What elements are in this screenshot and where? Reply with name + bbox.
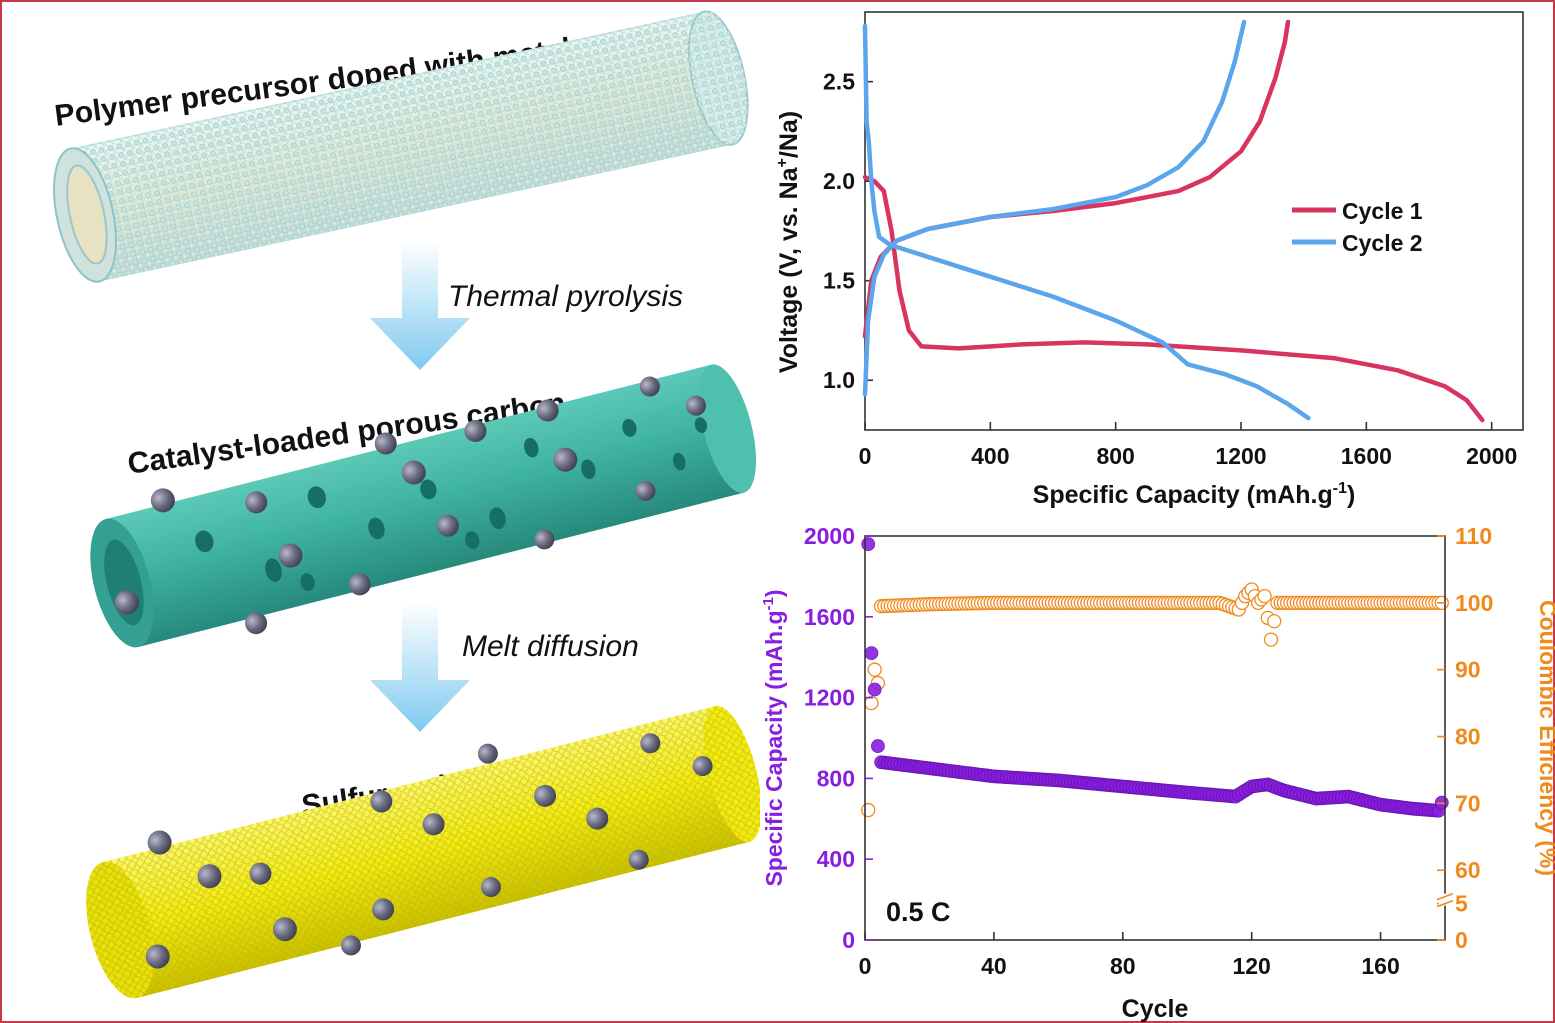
cycling-x-tick-label: 120 <box>1232 953 1270 979</box>
capacity-point <box>870 739 885 753</box>
step1-arrow <box>370 240 470 370</box>
efficiency-y-tick-label: 60 <box>1455 857 1481 883</box>
efficiency-point <box>1267 614 1282 629</box>
cycling-x-tick-label: 160 <box>1361 953 1399 979</box>
efficiency-point <box>1257 589 1272 604</box>
cycling-x-tick-label: 40 <box>981 953 1007 979</box>
axis-break-mark <box>1436 899 1454 908</box>
efficiency-point <box>867 662 882 677</box>
capacity-y-tick-label: 0 <box>842 927 855 953</box>
efficiency-y-tick-label: 90 <box>1455 657 1481 683</box>
cycling-chart: 0 40 80 120 16004008001200160020000560708090… <box>760 523 1555 1023</box>
series-line-cycle1-charge <box>862 19 1291 339</box>
efficiency-point <box>1263 632 1279 647</box>
rate-annotation: 0.5 C <box>886 897 951 927</box>
voltage-y-axis-label: Voltage (V, vs. Na+/Na) <box>774 111 803 373</box>
capacity-y-tick-label: 400 <box>817 846 855 872</box>
voltage-x-tick-label: 400 <box>971 443 1009 469</box>
step2-arrow <box>370 602 470 732</box>
cycling-x-tick-label: 0 <box>859 953 872 979</box>
efficiency-y-tick-label: 110 <box>1455 523 1492 549</box>
legend-label-cycle2: Cycle 2 <box>1342 230 1423 256</box>
voltage-y-tick-label: 1.0 <box>823 367 855 393</box>
efficiency-y-tick-label: 80 <box>1455 724 1481 750</box>
schematic-drawing <box>53 10 760 999</box>
capacity-y-axis-label: Specific Capacity (mAh.g-1) <box>760 589 787 886</box>
carbon-tube <box>90 364 757 648</box>
axis-break-mark <box>1436 892 1454 901</box>
voltage-x-tick-label: 1200 <box>1215 443 1266 469</box>
series-line-cycle2-charge <box>862 19 1247 397</box>
efficiency-point <box>864 695 879 711</box>
voltage-y-tick-label: 1.5 <box>823 268 855 294</box>
voltage-y-tick-label: 2.0 <box>823 168 855 194</box>
voltage-x-tick-label: 1600 <box>1341 443 1392 469</box>
step2-label: Melt diffusion <box>462 630 639 663</box>
capacity-point <box>867 682 882 697</box>
capacity-y-tick-label: 1600 <box>804 604 855 630</box>
capacity-y-tick-label: 1200 <box>804 685 855 711</box>
voltage-x-axis-label: Specific Capacity (mAh.g-1) <box>1033 480 1356 509</box>
capacity-point <box>861 537 876 551</box>
sulfur-tube <box>86 705 760 999</box>
voltage-y-tick-label: 2.5 <box>823 69 855 95</box>
capacity-point <box>864 646 879 661</box>
voltage-chart: 0 400 800 1200 1600 2000 1.0 1.5 2.0 2.5 Cycle 1 … <box>774 11 1524 509</box>
series-line-cycle2-discharge <box>862 23 1311 421</box>
voltage-x-tick-label: 2000 <box>1466 443 1517 469</box>
voltage-x-tick-label: 800 <box>1096 443 1134 469</box>
series-line-cycle1-discharge <box>862 174 1485 423</box>
efficiency-y-tick-label: 5 <box>1455 891 1468 917</box>
voltage-x-tick-label: 0 <box>859 443 872 469</box>
legend-label-cycle1: Cycle 1 <box>1342 198 1423 224</box>
efficiency-y-tick-label: 70 <box>1455 790 1481 816</box>
capacity-y-tick-label: 800 <box>817 765 855 791</box>
efficiency-point <box>861 802 876 818</box>
voltage-legend: Cycle 1 Cycle 2 <box>1292 198 1423 256</box>
cycling-x-tick-label: 80 <box>1110 953 1136 979</box>
efficiency-y-axis-label: Coulombic Efficiency (%) <box>1535 600 1555 876</box>
efficiency-y-tick-label: 100 <box>1455 590 1493 616</box>
precursor-tube <box>53 10 749 283</box>
efficiency-y-tick-label: 0 <box>1455 927 1468 953</box>
cycling-x-axis-label: Cycle <box>1122 995 1189 1023</box>
cycling-plot-frame <box>864 535 1446 941</box>
step1-label: Thermal pyrolysis <box>448 280 684 313</box>
capacity-y-tick-label: 2000 <box>804 523 855 549</box>
voltage-plot-frame <box>864 11 1524 431</box>
